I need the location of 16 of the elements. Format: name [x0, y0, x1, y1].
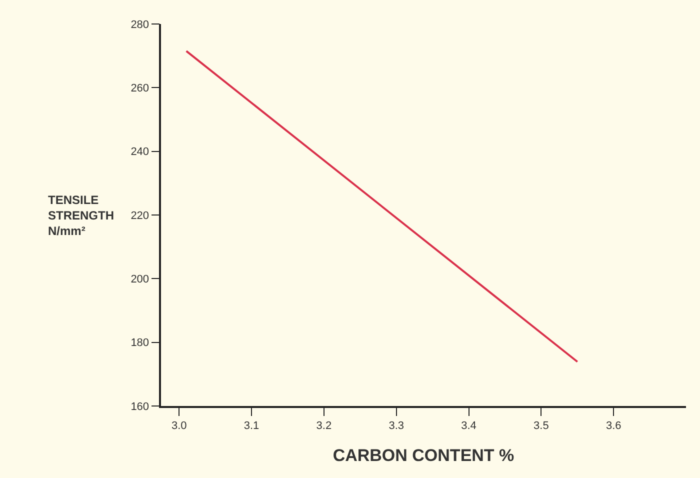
y-tick-label: 280	[130, 18, 150, 31]
y-tick-label: 220	[130, 210, 150, 222]
x-tick-label: 3.2	[316, 420, 332, 432]
x-tick-label: 3.3	[388, 420, 404, 432]
x-tick-label: 3.1	[244, 420, 260, 432]
y-tick-label: 160	[130, 400, 150, 413]
x-tick-label: 3.6	[606, 420, 622, 432]
x-tick-label: 3.0	[171, 420, 187, 432]
x-tick-label: 3.5	[534, 420, 549, 432]
y-axis-title: TENSILE STRENGTH N/mm²	[48, 193, 114, 238]
y-tick-label: 200	[130, 274, 150, 286]
y-tick-label: 180	[130, 337, 150, 350]
x-tick-label: 3.4	[461, 420, 476, 432]
x-axis-title: CARBON CONTENT %	[332, 446, 514, 465]
y-tick-label: 260	[130, 82, 150, 95]
y-tick-label: 240	[130, 146, 150, 158]
